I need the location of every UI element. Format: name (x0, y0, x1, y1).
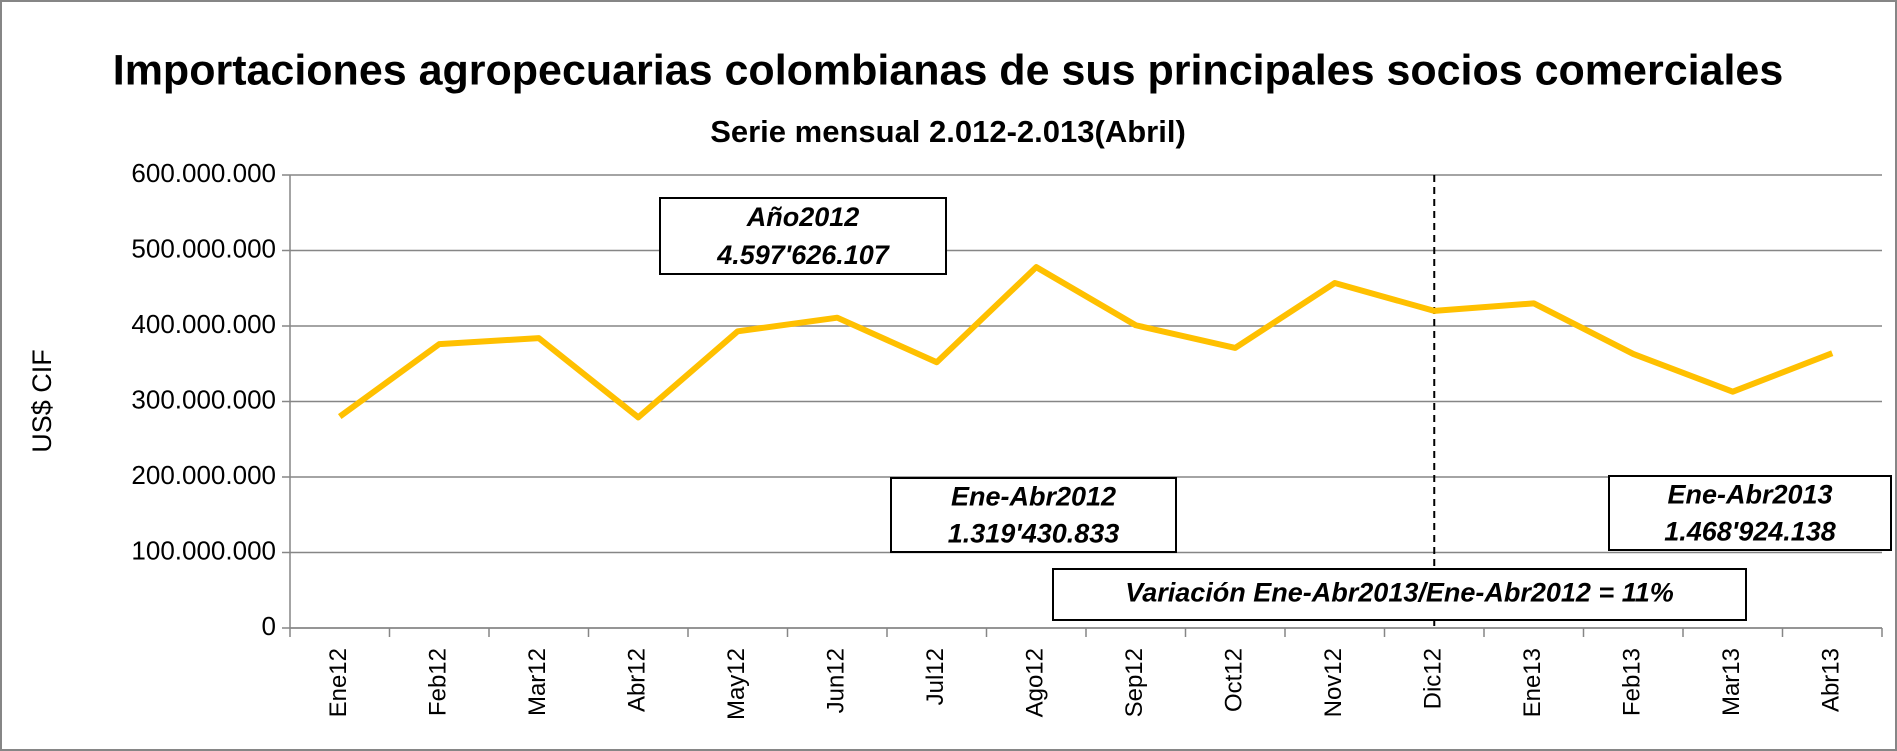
annotation-box (1608, 475, 1892, 551)
annotation-box (1052, 568, 1747, 621)
x-tick-label: Mar13 (1718, 648, 1745, 716)
x-tick-label: Nov12 (1320, 648, 1347, 717)
y-tick-label: 400.000.000 (131, 309, 276, 339)
annotation-box (659, 197, 947, 275)
y-tick-label: 200.000.000 (131, 460, 276, 490)
annotation-box (890, 477, 1177, 553)
x-tick-label: Abr13 (1818, 648, 1845, 712)
annotation-text: 1.468'924.138 (1664, 517, 1836, 547)
x-tick-label: Ene13 (1519, 648, 1546, 717)
x-tick-label: Dic12 (1420, 648, 1447, 709)
x-tick-label: Ene12 (325, 648, 352, 717)
annotation-text: Variación Ene-Abr2013/Ene-Abr2012 = 11% (1125, 578, 1674, 608)
y-tick-label: 0 (262, 611, 276, 641)
annotation-text: 1.319'430.833 (948, 519, 1120, 549)
annotation-text: Ene-Abr2012 (951, 482, 1116, 512)
x-tick-label: Feb12 (425, 648, 452, 716)
y-tick-label: 100.000.000 (131, 535, 276, 565)
data-line (337, 264, 1834, 421)
x-tick-label: Jun12 (823, 648, 850, 713)
x-tick-label: Ago12 (1022, 648, 1049, 717)
x-tick-label: Oct12 (1221, 648, 1248, 712)
y-tick-label: 600.000.000 (131, 158, 276, 188)
x-tick-label: Sep12 (1121, 648, 1148, 717)
y-tick-label: 500.000.000 (131, 233, 276, 263)
annotation-text: Ene-Abr2013 (1667, 480, 1832, 510)
chart-subtitle: Serie mensual 2.012-2.013(Abril) (710, 114, 1186, 149)
annotation-text: 4.597'626.107 (716, 240, 891, 270)
x-tick-label: Mar12 (524, 648, 551, 716)
x-tick-label: Feb13 (1619, 648, 1646, 716)
chart-title: Importaciones agropecuarias colombianas … (113, 46, 1784, 94)
x-tick-label: May12 (723, 648, 750, 720)
x-tick-label: Jul12 (922, 648, 949, 705)
y-tick-label: 300.000.000 (131, 384, 276, 414)
y-axis-label: US$ CIF (27, 349, 57, 453)
x-tick-label: Abr12 (624, 648, 651, 712)
annotation-text: Año2012 (746, 202, 860, 232)
